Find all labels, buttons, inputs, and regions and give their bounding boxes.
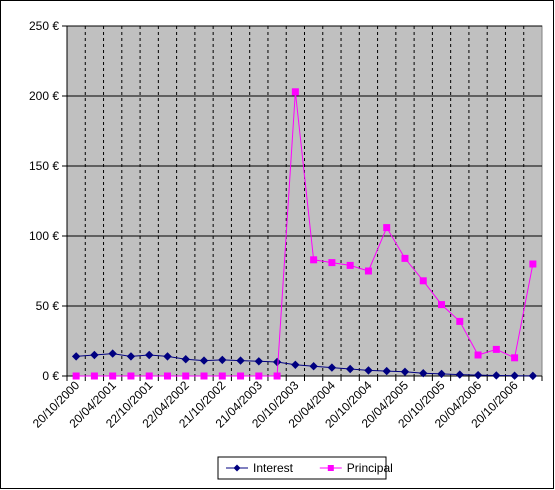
data-point <box>327 363 337 372</box>
data-point <box>108 349 117 358</box>
data-point <box>474 351 482 359</box>
data-point <box>218 372 226 380</box>
legend: Interest Principal <box>217 456 393 480</box>
data-point <box>145 350 154 360</box>
y-axis-tick-labels: 0 € 50 € 100 € 150 € 200 € 250 € <box>29 19 59 383</box>
legend-marker <box>327 465 334 471</box>
y-tick-label: 150 € <box>29 159 59 173</box>
data-point <box>163 372 171 380</box>
data-point <box>126 352 136 361</box>
horizontal-gridlines <box>67 25 542 307</box>
data-point <box>71 352 81 361</box>
data-point <box>492 345 500 353</box>
data-point <box>109 372 117 380</box>
data-point <box>456 317 464 325</box>
legend-box <box>217 456 387 480</box>
y-tick-label: 50 € <box>36 299 60 313</box>
data-point <box>528 371 538 381</box>
legend-item-principal: Principal <box>319 461 393 475</box>
data-point <box>309 361 318 371</box>
data-point <box>383 224 391 232</box>
data-point <box>529 260 537 268</box>
data-point <box>218 355 227 365</box>
data-point <box>127 372 135 380</box>
legend-label: Interest <box>253 461 294 475</box>
data-point <box>254 357 264 366</box>
data-point <box>145 372 153 380</box>
data-point <box>272 357 282 367</box>
data-point <box>291 360 300 370</box>
data-point <box>199 356 209 365</box>
data-point <box>72 372 80 380</box>
data-point <box>291 88 299 96</box>
vertical-gridlines <box>84 26 525 376</box>
data-point <box>473 370 483 380</box>
data-point <box>90 372 98 380</box>
data-point <box>236 356 245 365</box>
series-interest <box>71 349 538 381</box>
y-tick-label: 0 € <box>42 369 59 383</box>
data-point <box>400 367 410 377</box>
legend-item-interest: Interest <box>226 461 294 475</box>
data-point <box>237 372 245 380</box>
legend-marker <box>233 464 241 472</box>
y-tick-label: 200 € <box>29 89 59 103</box>
data-point <box>273 372 281 380</box>
y-tick-label: 100 € <box>29 229 59 243</box>
data-point <box>182 372 190 380</box>
data-point <box>382 366 391 376</box>
data-point <box>438 301 446 309</box>
data-point <box>364 267 372 275</box>
data-point <box>328 259 336 267</box>
data-point <box>419 277 427 285</box>
data-point <box>181 354 190 364</box>
data-point <box>346 261 354 269</box>
data-point <box>255 372 263 380</box>
y-tick-label: 250 € <box>29 19 59 33</box>
data-point <box>419 368 428 378</box>
data-point <box>401 254 409 262</box>
data-point <box>492 371 501 380</box>
series-principal <box>72 88 537 380</box>
data-point <box>200 372 208 380</box>
data-point <box>90 350 99 360</box>
data-point <box>310 256 318 264</box>
data-point <box>437 369 446 379</box>
data-point <box>455 370 464 379</box>
legend-label: Principal <box>347 461 393 475</box>
data-point <box>163 352 172 361</box>
data-point <box>345 364 355 374</box>
series-layer <box>71 88 538 381</box>
data-point <box>364 366 373 375</box>
data-point <box>510 371 519 380</box>
data-point <box>511 354 519 362</box>
